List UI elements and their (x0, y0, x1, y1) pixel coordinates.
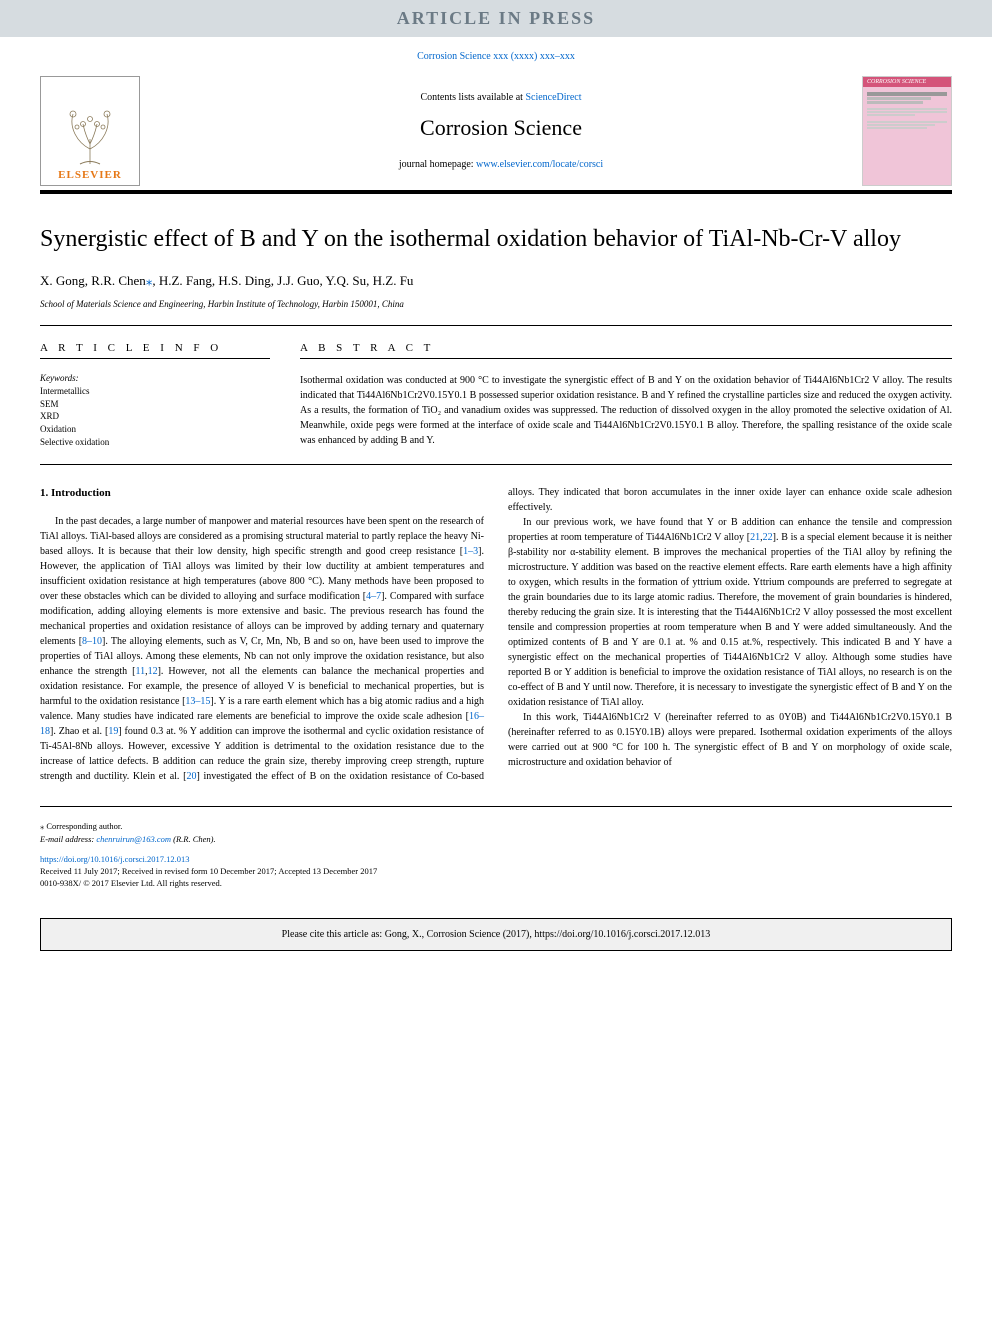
elsevier-tree-icon (55, 99, 125, 169)
keyword-item: SEM (40, 398, 270, 411)
ref-link[interactable]: 1–3 (463, 546, 478, 557)
abstract-text: Isothermal oxidation was conducted at 90… (300, 373, 952, 448)
ref-link[interactable]: 20 (186, 771, 196, 782)
doi-line: https://doi.org/10.1016/j.corsci.2017.12… (40, 854, 952, 864)
text-run: ]. B is a special element because it is … (508, 532, 952, 708)
email-suffix: (R.R. Chen). (171, 834, 216, 844)
header-center: Contents lists available at ScienceDirec… (156, 76, 846, 186)
contents-prefix: Contents lists available at (420, 92, 525, 103)
contents-lists-line: Contents lists available at ScienceDirec… (420, 92, 581, 103)
info-underline (40, 358, 270, 359)
ref-link[interactable]: 21 (750, 532, 760, 543)
article-in-press-bar: ARTICLE IN PRESS (0, 0, 992, 37)
header-underline (40, 190, 952, 194)
article-title: Synergistic effect of B and Y on the iso… (0, 224, 992, 255)
abstract-underline (300, 358, 952, 359)
elsevier-label: ELSEVIER (58, 169, 122, 181)
text-run: In the past decades, a large number of m… (40, 516, 484, 557)
keyword-item: Selective oxidation (40, 436, 270, 449)
sciencedirect-link[interactable]: ScienceDirect (525, 92, 581, 103)
body-text-columns: 1. Introduction In the past decades, a l… (0, 465, 992, 794)
keyword-item: Intermetallics (40, 385, 270, 398)
ref-link[interactable]: 12 (148, 666, 158, 677)
homepage-link[interactable]: www.elsevier.com/locate/corsci (476, 159, 603, 170)
citation-box: Please cite this article as: Gong, X., C… (40, 918, 952, 951)
ref-link[interactable]: 8–10 (82, 636, 102, 647)
keyword-item: XRD (40, 410, 270, 423)
journal-name: Corrosion Science (420, 115, 582, 141)
ref-link[interactable]: 19 (108, 726, 118, 737)
email-label: E-mail address: (40, 834, 96, 844)
homepage-prefix: journal homepage: (399, 159, 476, 170)
ref-link[interactable]: 22 (763, 532, 773, 543)
footnotes-block: ⁎ Corresponding author. E-mail address: … (40, 806, 952, 904)
email-line: E-mail address: chenruirun@163.com (R.R.… (40, 834, 952, 844)
cover-content (863, 87, 951, 134)
article-info-heading: A R T I C L E I N F O (40, 342, 270, 354)
elsevier-logo: ELSEVIER (40, 76, 140, 186)
journal-reference-line: Corrosion Science xxx (xxxx) xxx–xxx (0, 37, 992, 76)
keywords-label: Keywords: (40, 373, 270, 383)
journal-header-banner: ELSEVIER Contents lists available at Sci… (0, 76, 992, 186)
copyright-line: 0010-938X/ © 2017 Elsevier Ltd. All righ… (40, 878, 952, 888)
intro-paragraph-3: In this work, Ti44Al6Nb1Cr2 V (hereinaft… (508, 710, 952, 770)
section-1-heading: 1. Introduction (40, 485, 484, 502)
authors-line: X. Gong, R.R. Chen⁎, H.Z. Fang, H.S. Din… (0, 273, 992, 289)
authors-part2: , H.Z. Fang, H.S. Ding, J.J. Guo, Y.Q. S… (152, 273, 413, 288)
text-run: ]. Zhao et al. [ (50, 726, 108, 737)
keyword-item: Oxidation (40, 423, 270, 436)
ref-link[interactable]: 13–15 (185, 696, 210, 707)
affiliation: School of Materials Science and Engineer… (0, 299, 992, 309)
email-link[interactable]: chenruirun@163.com (96, 834, 171, 844)
received-line: Received 11 July 2017; Received in revis… (40, 866, 952, 876)
info-abstract-row: A R T I C L E I N F O Keywords: Intermet… (0, 326, 992, 464)
intro-paragraph-2: In our previous work, we have found that… (508, 515, 952, 710)
doi-link[interactable]: https://doi.org/10.1016/j.corsci.2017.12… (40, 854, 190, 864)
homepage-line: journal homepage: www.elsevier.com/locat… (399, 159, 603, 170)
ref-link[interactable]: 11 (135, 666, 145, 677)
cover-title: CORROSION SCIENCE (863, 77, 951, 87)
journal-cover-thumbnail: CORROSION SCIENCE (862, 76, 952, 186)
authors-part1: X. Gong, R.R. Chen (40, 273, 146, 288)
abstract-column: A B S T R A C T Isothermal oxidation was… (300, 342, 952, 448)
article-info-column: A R T I C L E I N F O Keywords: Intermet… (40, 342, 270, 448)
ref-link[interactable]: 4–7 (366, 591, 381, 602)
abstract-heading: A B S T R A C T (300, 342, 952, 354)
corresponding-author-note: ⁎ Corresponding author. (40, 821, 952, 832)
